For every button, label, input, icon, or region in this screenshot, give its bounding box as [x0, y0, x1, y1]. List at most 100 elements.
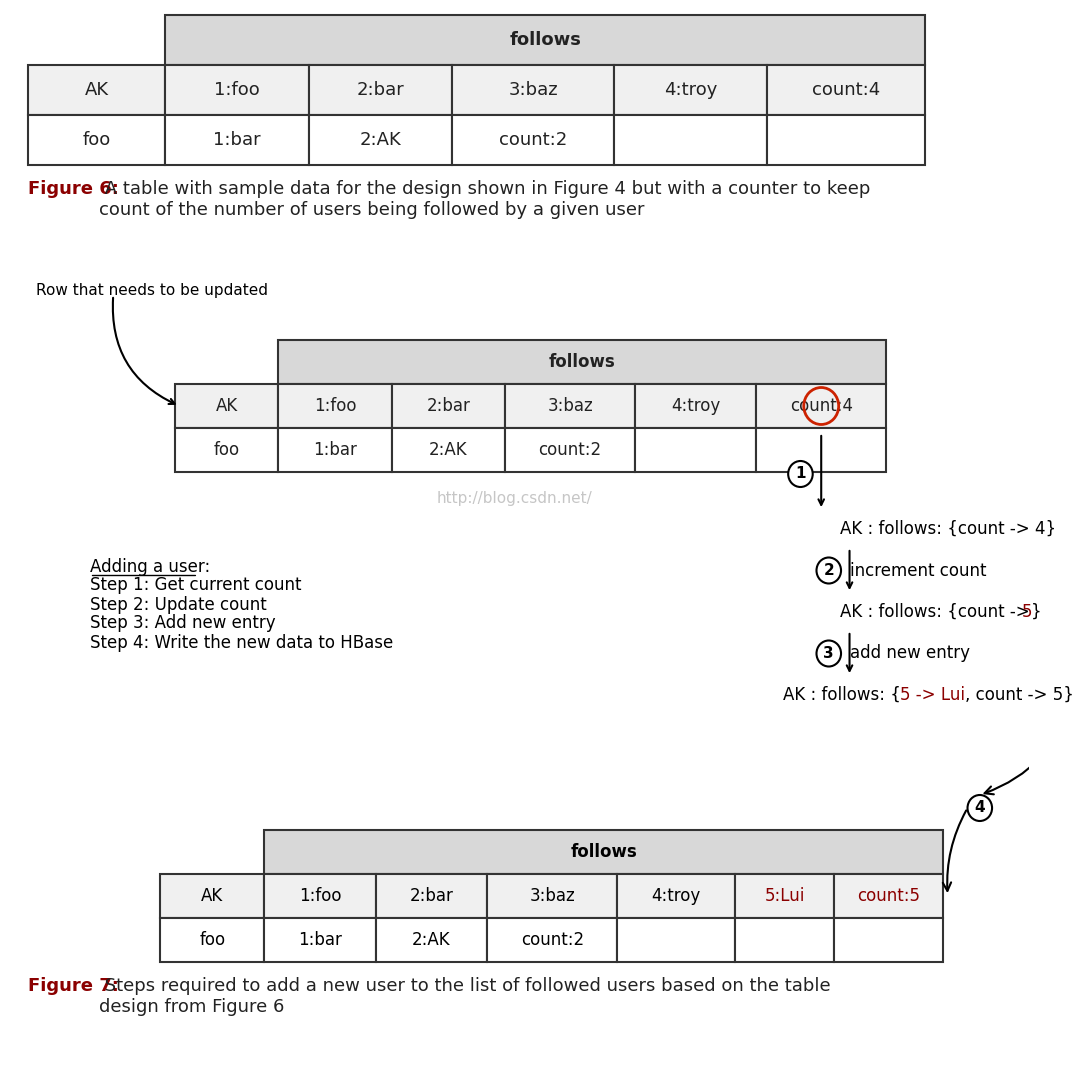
Bar — [505, 384, 635, 428]
Text: 2:AK: 2:AK — [429, 441, 468, 459]
Text: 1:foo: 1:foo — [214, 81, 259, 99]
Text: foo: foo — [83, 131, 111, 149]
Text: count:2: count:2 — [499, 131, 568, 149]
Bar — [767, 65, 925, 114]
Text: 3:baz: 3:baz — [547, 397, 593, 415]
Bar — [617, 874, 736, 918]
Bar — [264, 918, 376, 962]
Bar — [166, 15, 925, 65]
Bar — [174, 384, 278, 428]
Text: 5:Lui: 5:Lui — [765, 887, 806, 905]
Text: AK: AK — [216, 397, 238, 415]
Text: 1:bar: 1:bar — [313, 441, 358, 459]
Text: Adding a user:: Adding a user: — [89, 558, 210, 577]
Text: AK : follows: {count -> 4}: AK : follows: {count -> 4} — [840, 519, 1056, 538]
Bar — [278, 428, 391, 472]
Text: foo: foo — [214, 441, 240, 459]
Text: Step 2: Update count: Step 2: Update count — [89, 595, 266, 613]
Bar — [28, 114, 166, 165]
Bar — [278, 384, 391, 428]
Bar — [635, 428, 756, 472]
FancyArrowPatch shape — [984, 699, 1075, 794]
Text: Step 1: Get current count: Step 1: Get current count — [89, 577, 301, 594]
Text: 1: 1 — [796, 467, 806, 482]
Text: foo: foo — [199, 931, 226, 949]
Text: 4:troy: 4:troy — [664, 81, 717, 99]
Bar — [452, 114, 615, 165]
Text: 3: 3 — [823, 646, 834, 661]
Text: AK : follows: {count ->: AK : follows: {count -> — [840, 603, 1036, 621]
Text: follows: follows — [549, 353, 616, 372]
Bar — [376, 874, 487, 918]
Text: count:4: count:4 — [790, 397, 852, 415]
Text: count:5: count:5 — [857, 887, 920, 905]
Circle shape — [788, 461, 813, 487]
Text: http://blog.csdn.net/: http://blog.csdn.net/ — [437, 490, 592, 505]
Bar — [487, 918, 617, 962]
Text: Figure 7:: Figure 7: — [28, 977, 119, 995]
Text: Row that needs to be updated: Row that needs to be updated — [36, 283, 268, 298]
Bar — [28, 65, 166, 114]
Bar — [615, 114, 767, 165]
Text: AK: AK — [85, 81, 109, 99]
Text: 1:foo: 1:foo — [299, 887, 341, 905]
Text: AK: AK — [202, 887, 223, 905]
Circle shape — [968, 795, 992, 821]
Bar — [376, 918, 487, 962]
Circle shape — [816, 557, 841, 583]
Bar — [391, 384, 505, 428]
Text: 3:baz: 3:baz — [509, 81, 558, 99]
Text: 2: 2 — [823, 563, 834, 578]
Text: 2:AK: 2:AK — [412, 931, 450, 949]
Bar — [452, 65, 615, 114]
Text: 3:baz: 3:baz — [530, 887, 576, 905]
Bar — [166, 65, 308, 114]
Bar — [617, 918, 736, 962]
Bar — [308, 114, 452, 165]
Text: increment count: increment count — [849, 562, 986, 580]
Bar — [264, 874, 376, 918]
Text: follows: follows — [570, 843, 637, 861]
Text: add new entry: add new entry — [849, 645, 969, 662]
Bar — [835, 918, 943, 962]
Text: 2:bar: 2:bar — [426, 397, 470, 415]
Text: }: } — [1031, 603, 1041, 621]
Bar — [160, 918, 264, 962]
Bar — [767, 114, 925, 165]
Text: 2:bar: 2:bar — [356, 81, 404, 99]
Text: 2:AK: 2:AK — [360, 131, 401, 149]
Bar — [308, 65, 452, 114]
Text: A table with sample data for the design shown in Figure 4 but with a counter to : A table with sample data for the design … — [99, 180, 871, 219]
FancyArrowPatch shape — [943, 810, 966, 891]
Text: Step 3: Add new entry: Step 3: Add new entry — [89, 615, 276, 633]
Text: 4:troy: 4:troy — [652, 887, 701, 905]
Text: 5: 5 — [1021, 603, 1032, 621]
Bar — [635, 384, 756, 428]
Text: Figure 6:: Figure 6: — [28, 180, 119, 198]
Text: count:2: count:2 — [538, 441, 602, 459]
Bar — [264, 831, 943, 874]
Text: 1:bar: 1:bar — [214, 131, 261, 149]
Text: , count -> 5}: , count -> 5} — [965, 686, 1074, 704]
Text: 1:foo: 1:foo — [314, 397, 356, 415]
Bar — [166, 114, 308, 165]
Text: 1:bar: 1:bar — [298, 931, 342, 949]
Text: AK : follows: {: AK : follows: { — [784, 686, 901, 704]
Circle shape — [816, 640, 841, 666]
Bar — [505, 428, 635, 472]
Bar — [615, 65, 767, 114]
Text: 5 -> Lui: 5 -> Lui — [899, 686, 965, 704]
Bar — [174, 428, 278, 472]
Text: follows: follows — [509, 31, 581, 49]
Bar — [160, 874, 264, 918]
Bar — [736, 874, 835, 918]
Text: 4: 4 — [974, 800, 985, 815]
Bar — [391, 428, 505, 472]
Text: Steps required to add a new user to the list of followed users based on the tabl: Steps required to add a new user to the … — [99, 977, 831, 1016]
Text: Step 4: Write the new data to HBase: Step 4: Write the new data to HBase — [89, 634, 392, 651]
Bar — [487, 874, 617, 918]
Text: 2:bar: 2:bar — [410, 887, 453, 905]
Bar — [756, 384, 886, 428]
Bar — [756, 428, 886, 472]
Bar — [835, 874, 943, 918]
